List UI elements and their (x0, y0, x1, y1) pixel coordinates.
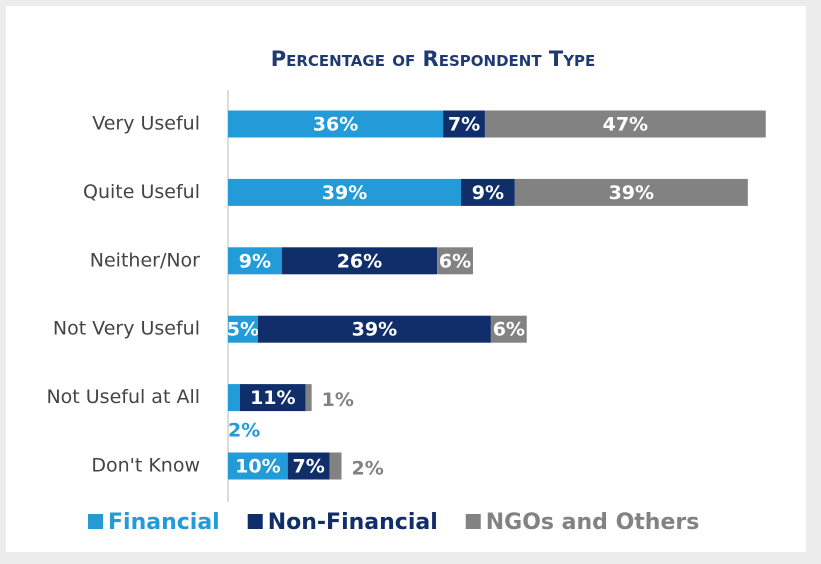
bar-segment (484, 110, 766, 138)
value-label: 10% (235, 456, 280, 478)
bar-segment (329, 452, 342, 480)
legend-swatch (465, 514, 481, 529)
bar-segment (228, 452, 288, 480)
legend-label: Non-Financial (268, 510, 438, 535)
value-label: 7% (293, 456, 325, 478)
value-label: 1% (322, 389, 354, 411)
bar-segment (228, 247, 282, 275)
value-label: 5% (227, 319, 259, 341)
bar-segment (461, 178, 515, 206)
legend-label: Financial (108, 510, 220, 535)
bar-segment (281, 247, 438, 275)
category-label: Neither/Nor (90, 249, 200, 271)
value-label: 6% (493, 319, 525, 341)
bar-segment (239, 384, 306, 412)
bar-segment (514, 178, 748, 206)
bar-segment (437, 247, 473, 275)
category-label: Quite Useful (83, 181, 200, 203)
legend-swatch (88, 514, 103, 529)
chart-background (6, 6, 806, 552)
category-label: Not Useful at All (46, 386, 200, 408)
legend-swatch (247, 514, 263, 529)
value-label: 9% (472, 182, 504, 204)
chart-title: Percentage of Respondent Type (271, 47, 596, 71)
value-label: 2% (228, 420, 260, 442)
value-label: 39% (352, 319, 397, 341)
bar-segment (228, 110, 444, 138)
value-label: 26% (337, 250, 382, 272)
category-label: Don't Know (91, 455, 200, 477)
bar-segment (305, 384, 312, 412)
value-label: 2% (352, 458, 384, 480)
bar-segment (490, 315, 527, 343)
value-label: 47% (603, 114, 648, 136)
bar-segment (287, 452, 330, 480)
value-label: 6% (439, 250, 471, 272)
category-label: Not Very Useful (53, 318, 200, 340)
bar-segment (228, 315, 258, 343)
bar-segment (228, 384, 240, 412)
legend-label: NGOs and Others (486, 510, 700, 535)
value-label: 39% (322, 182, 367, 204)
value-label: 9% (239, 250, 271, 272)
value-label: 7% (448, 114, 480, 136)
category-label: Very Useful (92, 113, 200, 135)
bar-segment (443, 110, 485, 138)
bar-segment (228, 178, 462, 206)
value-label: 39% (609, 182, 654, 204)
bar-segment (257, 315, 491, 343)
value-label: 11% (250, 387, 295, 409)
value-label: 36% (313, 114, 358, 136)
